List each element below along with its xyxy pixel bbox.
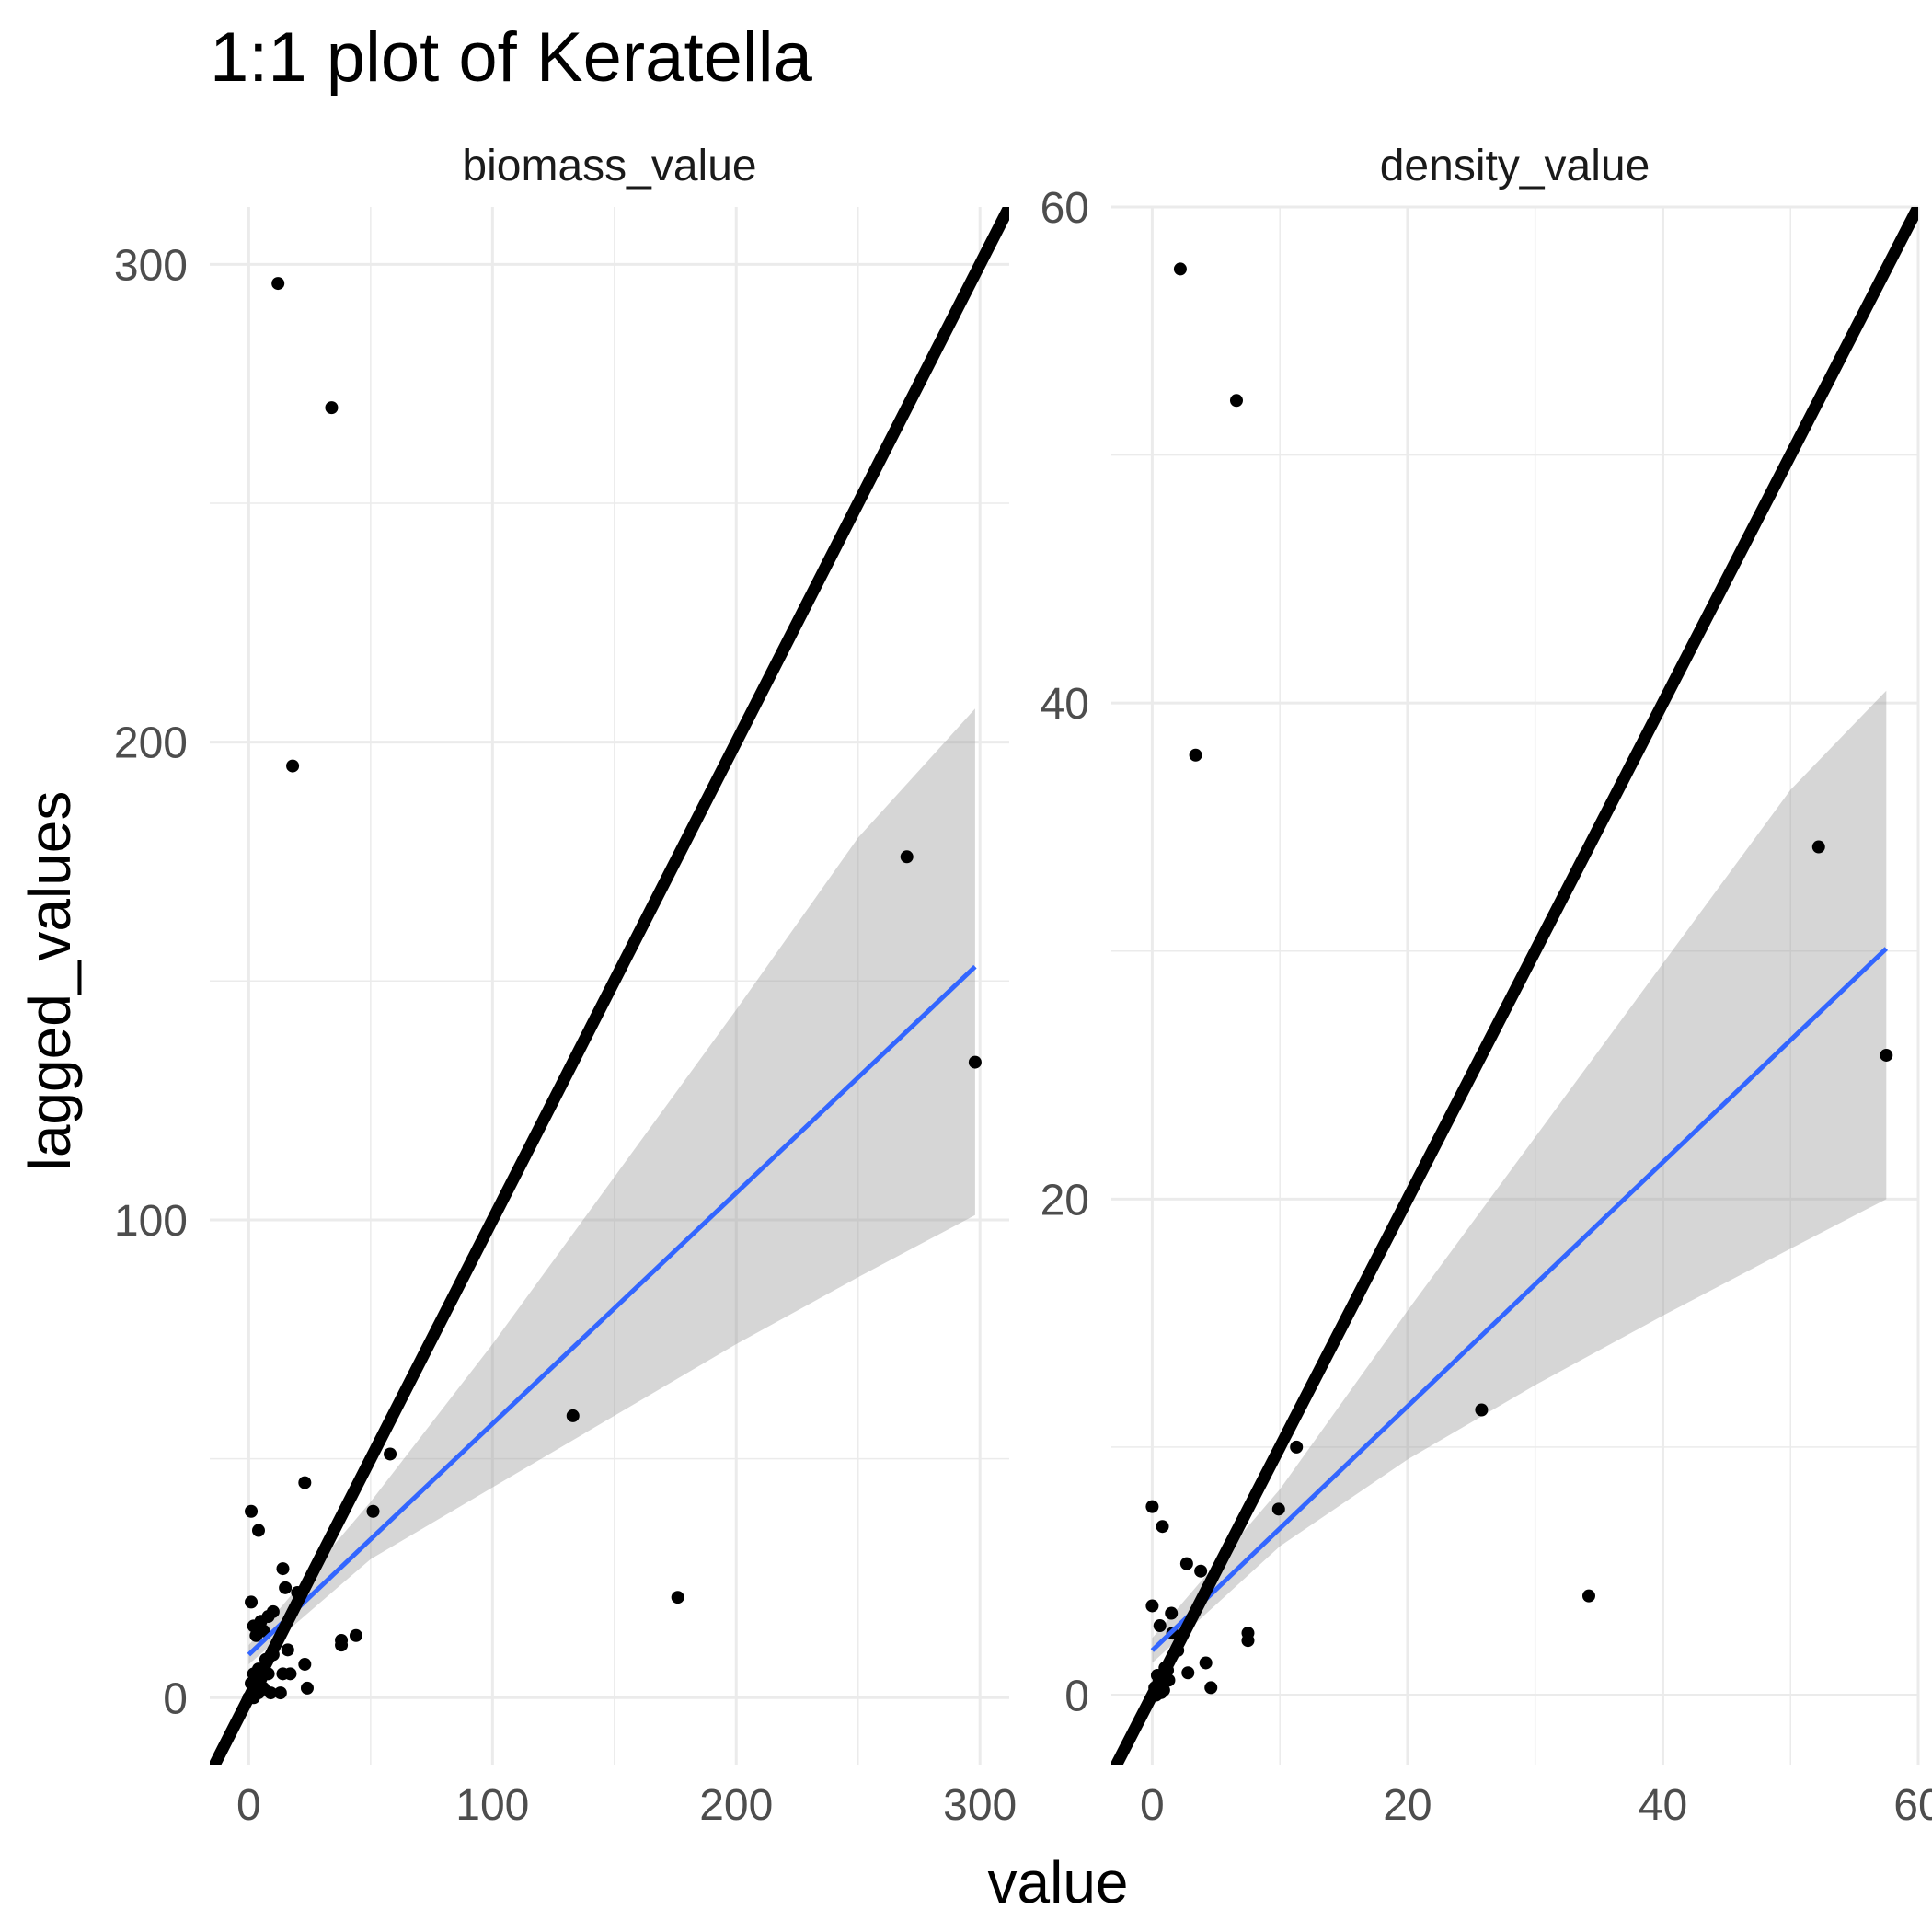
data-point xyxy=(1145,1599,1159,1613)
data-point xyxy=(281,1643,294,1657)
data-point xyxy=(271,277,285,291)
data-point xyxy=(298,1657,312,1671)
chart-title: 1:1 plot of Keratella xyxy=(210,18,813,97)
facet-panel-1: biomass_value 0 100 200 300 0 100 200 300 xyxy=(114,142,1017,1830)
x-tick-label: 40 xyxy=(1639,1781,1687,1830)
x-tick-label: 0 xyxy=(1140,1781,1165,1830)
data-point xyxy=(298,1476,312,1489)
y-tick-label: 300 xyxy=(114,241,188,290)
data-point xyxy=(1241,1634,1255,1648)
data-point xyxy=(1581,1589,1595,1603)
y-tick-label: 200 xyxy=(114,719,188,768)
data-point xyxy=(300,1681,314,1695)
plot-area xyxy=(1111,207,1918,1765)
facet-strip-label: biomass_value xyxy=(462,142,756,190)
smooth-line xyxy=(1150,947,1889,1652)
plot-area xyxy=(210,207,1009,1765)
confidence-ribbon xyxy=(248,708,975,1664)
data-point xyxy=(1189,748,1202,762)
data-point xyxy=(1181,1666,1195,1680)
identity-line xyxy=(210,207,1009,1765)
data-point xyxy=(1173,262,1187,276)
data-point xyxy=(1475,1403,1489,1417)
data-point xyxy=(1145,1500,1159,1513)
data-point xyxy=(279,1581,293,1594)
x-axis-title: value xyxy=(988,1849,1129,1915)
x-tick-label: 60 xyxy=(1893,1781,1932,1830)
y-tick-label: 20 xyxy=(1041,1176,1089,1225)
data-point xyxy=(251,1524,265,1537)
x-tick-label: 100 xyxy=(455,1781,529,1830)
data-point xyxy=(283,1667,297,1681)
data-point xyxy=(1880,1048,1893,1062)
data-point xyxy=(968,1055,982,1069)
data-point xyxy=(1179,1557,1193,1570)
data-point xyxy=(1811,840,1825,854)
data-point xyxy=(1194,1564,1208,1578)
data-point xyxy=(671,1591,684,1604)
y-tick-label: 0 xyxy=(1064,1673,1089,1721)
data-point xyxy=(245,1595,259,1609)
y-axis-title: lagged_values xyxy=(17,791,83,1171)
data-point xyxy=(325,401,339,415)
data-point xyxy=(273,1686,287,1700)
data-point xyxy=(286,759,300,773)
data-point xyxy=(900,850,914,864)
x-tick-label: 20 xyxy=(1383,1781,1432,1830)
data-point xyxy=(1199,1656,1213,1670)
identity-line xyxy=(1111,207,1918,1765)
data-point xyxy=(1165,1606,1179,1620)
data-point xyxy=(1271,1502,1285,1516)
data-point xyxy=(276,1562,290,1576)
x-tick-label: 300 xyxy=(943,1781,1017,1830)
data-point xyxy=(384,1447,397,1461)
data-point xyxy=(1153,1619,1167,1633)
data-point xyxy=(264,1686,278,1700)
data-point xyxy=(349,1628,362,1642)
smooth-line xyxy=(247,964,977,1657)
y-tick-label: 100 xyxy=(114,1197,188,1246)
data-point xyxy=(1290,1440,1304,1454)
data-point xyxy=(366,1504,380,1518)
facet-panel-2: density_value 0 20 40 60 0 20 40 60 xyxy=(1041,142,1932,1830)
data-point xyxy=(249,1628,263,1642)
data-point xyxy=(335,1639,349,1652)
y-tick-label: 60 xyxy=(1041,184,1089,233)
y-tick-label: 40 xyxy=(1041,680,1089,729)
data-point xyxy=(1204,1681,1218,1695)
x-tick-label: 200 xyxy=(699,1781,773,1830)
data-point xyxy=(245,1504,259,1518)
x-tick-label: 0 xyxy=(236,1781,261,1830)
facet-strip-label: density_value xyxy=(1380,142,1650,190)
data-point xyxy=(1156,1520,1169,1534)
y-tick-label: 0 xyxy=(163,1674,188,1723)
confidence-ribbon xyxy=(1152,690,1887,1663)
data-point xyxy=(1229,394,1243,408)
data-point xyxy=(566,1409,580,1422)
